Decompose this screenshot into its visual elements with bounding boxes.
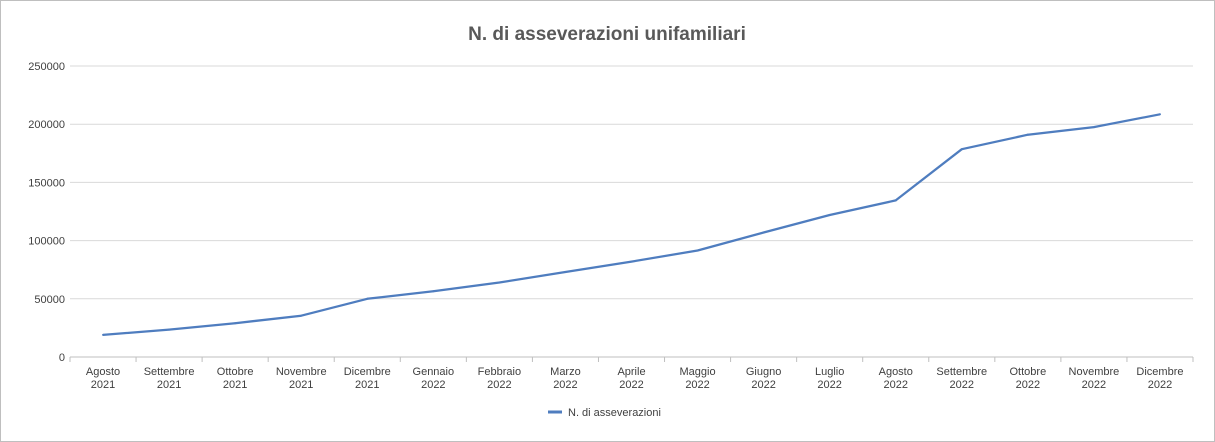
data-point [432,290,435,293]
series-line [102,113,1161,337]
data-point [168,328,171,331]
x-tick-label: Dicembre 2022 [1136,366,1183,391]
data-point [1092,126,1095,129]
data-point [498,281,501,284]
legend-label: N. di asseverazioni [568,407,661,419]
data-point [696,249,699,252]
data-point [1026,133,1029,136]
data-point [828,213,831,216]
x-axis-tick-labels: Agosto 2021 Settembre 2021 Ottobre 2021 Novemb… [69,357,1194,391]
x-tick-label: Maggio 2022 [680,366,716,391]
x-tick-label: Novembre 2022 [1069,366,1120,391]
x-tick-label: Agosto 2021 [86,366,120,391]
legend: N. di asseverazioni [548,407,661,419]
gridlines [70,65,1193,300]
y-axis-tick-labels: 0 50000 100000 150000 200000 250000 [28,61,65,364]
x-tick-label: Dicembre 2021 [344,366,391,391]
y-tick-label: 200000 [28,119,65,131]
x-tick-label: Settembre 2022 [936,366,987,391]
x-tick-label: Ottobre 2021 [217,366,254,391]
x-tick-label: Marzo 2022 [550,366,581,391]
data-point [300,314,303,317]
x-tick-label: Aprile 2022 [617,366,645,391]
x-tick-label: Novembre 2021 [276,366,327,391]
y-tick-label: 150000 [28,177,65,189]
x-tick-label: Settembre 2021 [144,366,195,391]
data-point [894,199,897,202]
data-point [762,231,765,234]
data-point [960,148,963,151]
y-tick-label: 250000 [28,61,65,73]
y-tick-label: 100000 [28,236,65,248]
data-point [234,322,237,325]
x-tick-label: Ottobre 2022 [1010,366,1047,391]
data-point [630,260,633,263]
series-group [102,113,1161,337]
x-tick-label: Agosto 2022 [879,366,913,391]
x-tick-label: Febbraio 2022 [478,366,521,391]
data-point [1158,113,1161,116]
data-point [366,297,369,300]
chart-title: N. di asseverazioni unifamiliari [468,24,746,45]
x-tick-label: Luglio 2022 [815,366,844,391]
x-tick-label: Giugno 2022 [746,366,781,391]
y-tick-label: 0 [59,352,65,364]
data-point [102,333,105,336]
y-tick-label: 50000 [34,294,65,306]
data-point [564,271,567,274]
x-tick-label: Gennaio 2022 [413,366,455,391]
